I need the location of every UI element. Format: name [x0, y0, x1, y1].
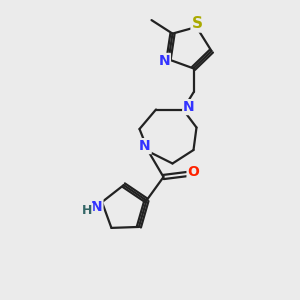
Text: N: N [183, 100, 195, 114]
Text: S: S [192, 16, 203, 32]
Text: N: N [139, 139, 151, 153]
Text: N: N [91, 200, 102, 214]
Text: H: H [82, 204, 92, 217]
Text: O: O [188, 166, 200, 179]
Text: N: N [158, 54, 170, 68]
